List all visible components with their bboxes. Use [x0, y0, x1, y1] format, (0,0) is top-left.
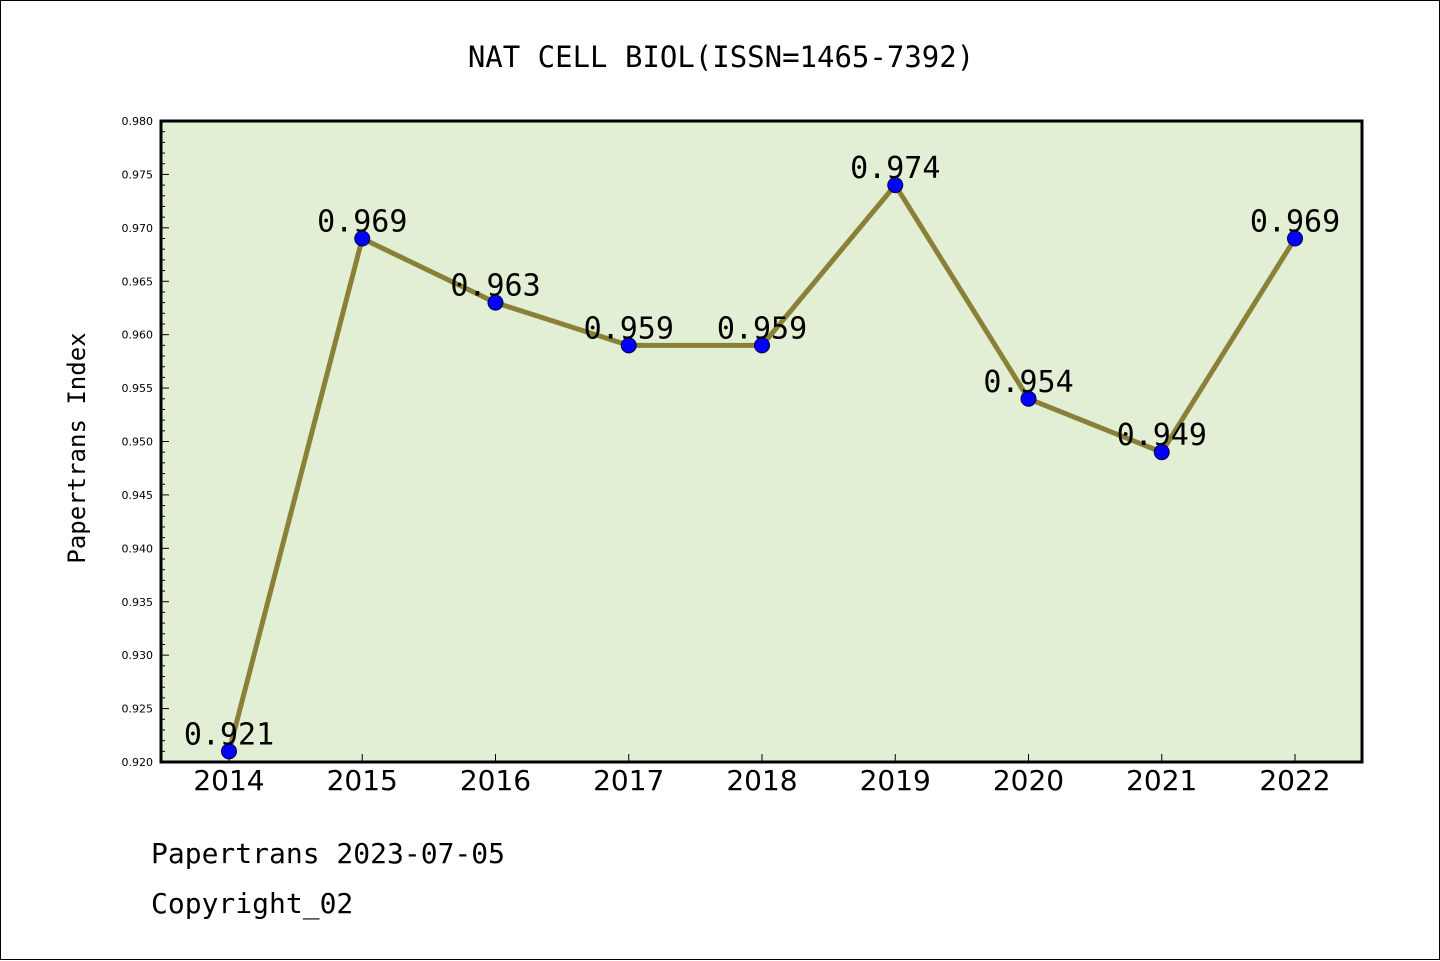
data-labels: 0.921 0.969 0.963 0.959 0.959 0.974 0.954 0.949…	[184, 151, 1340, 752]
data-point	[1020, 390, 1037, 407]
data-label: 0.959	[717, 311, 807, 346]
y-tick-label: 0.960	[122, 329, 154, 342]
x-tick-label: 2022	[1259, 764, 1330, 797]
data-label: 0.969	[317, 205, 407, 240]
y-tick-label: 0.950	[122, 436, 154, 449]
y-tick-label: 0.975	[122, 168, 154, 181]
y-tick-label: 0.930	[122, 649, 154, 662]
x-tick-label: 2017	[593, 764, 664, 797]
data-label: 0.949	[1117, 418, 1207, 453]
data-point	[754, 337, 770, 354]
y-tick-label: 0.925	[122, 703, 154, 716]
data-point	[887, 177, 904, 194]
y-tick-label: 0.945	[122, 489, 154, 502]
data-point	[1287, 230, 1303, 247]
y-tick-label: 0.940	[122, 542, 154, 555]
y-axis-label: Papertrans Index	[63, 332, 91, 563]
data-label: 0.921	[184, 717, 274, 752]
y-tick-label: 0.965	[122, 275, 154, 288]
data-label: 0.963	[450, 269, 540, 304]
plot-area	[159, 119, 1364, 764]
data-point	[354, 230, 371, 247]
data-label: 0.959	[584, 311, 674, 346]
data-label: 0.954	[983, 365, 1073, 400]
footer-date: Papertrans 2023-07-05	[151, 837, 506, 870]
data-markers	[221, 177, 1303, 760]
x-tick-label: 2020	[993, 764, 1064, 797]
x-tick-label: 2016	[460, 764, 531, 797]
y-tick-label: 0.980	[122, 115, 154, 128]
x-tick-label: 2021	[1126, 764, 1197, 797]
footer-copyright: Copyright_02	[151, 887, 354, 920]
x-tick-label: 2018	[726, 764, 797, 797]
x-tick-label: 2019	[860, 764, 931, 797]
chart-title: NAT CELL BIOL(ISSN=1465-7392)	[468, 40, 974, 74]
data-label: 0.974	[850, 151, 940, 186]
y-tick-label: 0.920	[122, 756, 154, 769]
data-label: 0.969	[1250, 205, 1340, 240]
data-point	[487, 294, 504, 311]
data-point	[221, 743, 237, 760]
y-tick-label: 0.970	[122, 222, 154, 235]
y-tick-label: 0.935	[122, 596, 154, 609]
data-point	[620, 337, 637, 354]
y-tick-label: 0.955	[122, 382, 154, 395]
y-axis: 0.920 0.925 0.930 0.935 0.940 0.945 0.950 0.955…	[122, 115, 169, 769]
data-point	[1153, 444, 1170, 461]
x-tick-label: 2014	[193, 764, 264, 797]
x-axis: 2014 2015 2016 2017 2018 2019 2020 2021 2022	[193, 754, 1331, 797]
x-tick-label: 2015	[327, 764, 398, 797]
